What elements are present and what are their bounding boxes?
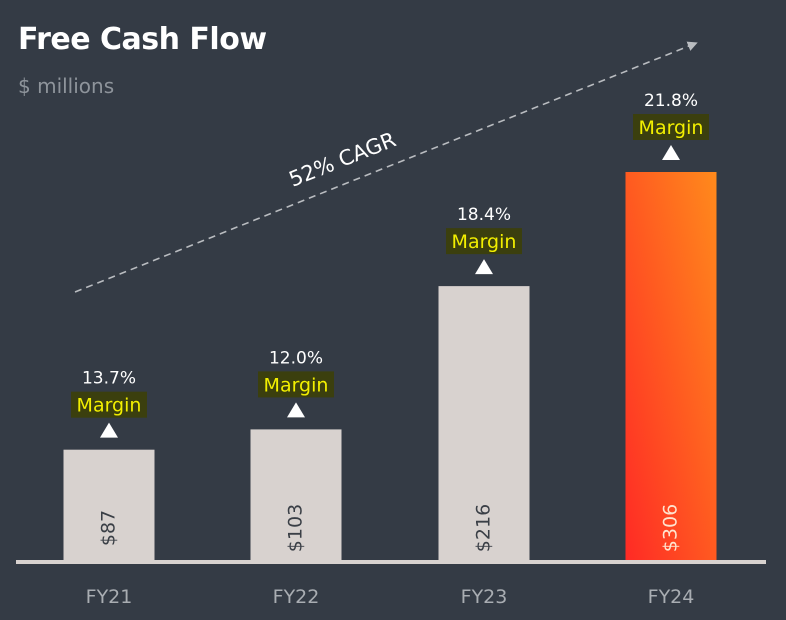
bar-value-label: $306: [660, 504, 682, 552]
margin-percent-label: 13.7%: [82, 369, 136, 389]
margin-up-triangle-icon: [662, 145, 680, 160]
bar-fy21: [63, 449, 155, 560]
cagr-trend-arrow: [74, 41, 698, 293]
margin-label: Margin: [264, 374, 329, 396]
margin-up-triangle-icon: [475, 259, 493, 275]
bar-fy24: [625, 172, 717, 560]
bar-fy22: [250, 429, 342, 560]
bar-value-label: $216: [473, 504, 495, 552]
margin-label: Margin: [639, 117, 704, 139]
chart-subtitle: $ millions: [18, 74, 115, 98]
bar-fy23: [438, 286, 530, 560]
margin-highlight: [71, 391, 147, 418]
margin-up-triangle-icon: [287, 402, 305, 418]
margin-label: Margin: [452, 231, 517, 253]
x-tick-label: FY21: [86, 586, 133, 608]
bar-value-label: $103: [285, 504, 307, 552]
margin-up-triangle-icon: [100, 422, 118, 438]
margin-highlight: [633, 114, 709, 140]
x-tick-label: FY24: [648, 586, 695, 608]
x-tick-label: FY23: [461, 586, 508, 608]
margin-percent-label: 21.8%: [644, 91, 698, 111]
bar-value-label: $87: [98, 510, 120, 546]
margin-highlight: [446, 228, 522, 255]
margin-label: Margin: [77, 395, 142, 417]
margin-highlight: [258, 371, 334, 398]
margin-percent-label: 18.4%: [457, 205, 511, 225]
x-tick-label: FY22: [273, 586, 320, 608]
cagr-annotation: 52% CAGR: [286, 127, 400, 191]
chart-title: Free Cash Flow: [18, 22, 267, 57]
margin-percent-label: 12.0%: [269, 348, 323, 368]
